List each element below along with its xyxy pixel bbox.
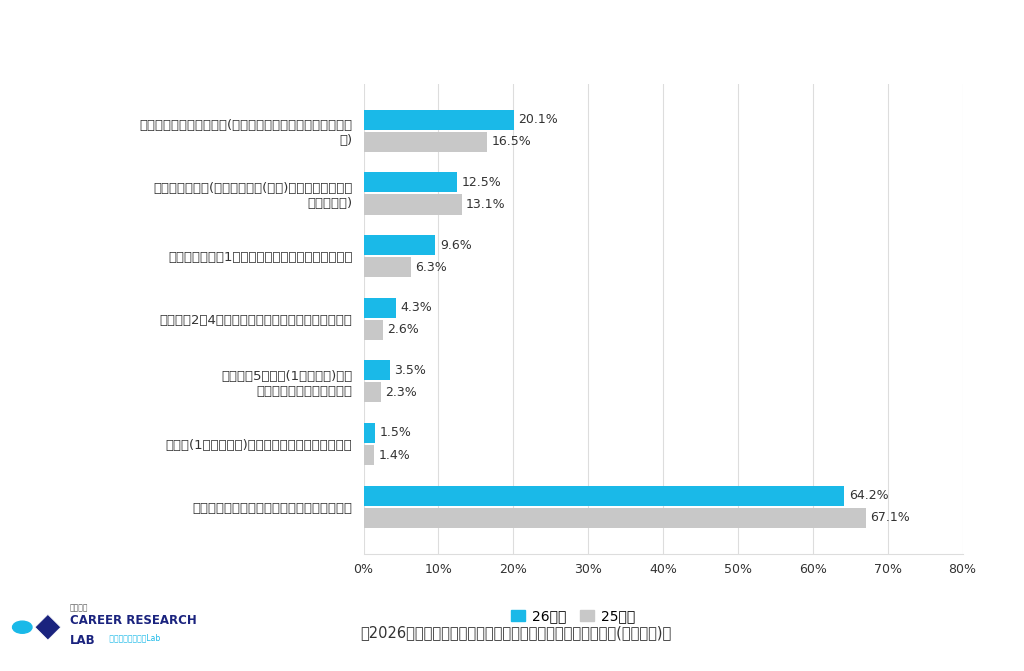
Text: 低学年のときに参加したことのあるキャリア形成プログラム(複数回答/n=1043): 低学年のときに参加したことのあるキャリア形成プログラム(複数回答/n=1043) [31, 18, 520, 37]
Text: マイナビ: マイナビ [70, 603, 88, 613]
Text: 6.3%: 6.3% [415, 260, 446, 274]
Text: 64.2%: 64.2% [849, 489, 889, 502]
Text: 9.6%: 9.6% [440, 239, 472, 252]
Text: 13.1%: 13.1% [466, 198, 506, 211]
Bar [364, 360, 390, 380]
Bar [364, 110, 514, 130]
Bar [364, 445, 374, 465]
Bar [364, 423, 375, 443]
Bar [364, 257, 411, 277]
Bar [364, 132, 487, 152]
Text: 16.5%: 16.5% [492, 136, 531, 148]
Text: 2.3%: 2.3% [385, 386, 417, 399]
Text: 20.1%: 20.1% [518, 113, 558, 126]
Legend: 26年卒, 25年卒: 26年卒, 25年卒 [506, 604, 641, 629]
Text: CAREER RESEARCH: CAREER RESEARCH [70, 615, 197, 627]
Polygon shape [35, 615, 60, 640]
Text: キャリアリサーチLab: キャリアリサーチLab [106, 633, 160, 643]
Text: 1.5%: 1.5% [379, 427, 411, 440]
Bar [364, 319, 383, 340]
Text: 67.1%: 67.1% [870, 511, 910, 524]
Bar [364, 298, 395, 318]
Bar [364, 507, 866, 527]
Circle shape [12, 621, 32, 633]
Text: 2.6%: 2.6% [387, 323, 419, 336]
Text: 4.3%: 4.3% [400, 301, 432, 314]
Text: 「2026年卒大学生インターンシップ・就職活動準備実態調査(中間報告)」: 「2026年卒大学生インターンシップ・就職活動準備実態調査(中間報告)」 [360, 625, 672, 640]
Text: LAB: LAB [70, 633, 95, 647]
Text: 12.5%: 12.5% [462, 176, 502, 189]
Text: 3.5%: 3.5% [394, 364, 426, 377]
Bar [364, 382, 381, 403]
Bar [364, 195, 462, 215]
Text: 1.4%: 1.4% [379, 448, 411, 462]
Bar [364, 486, 844, 506]
Bar [364, 172, 457, 193]
Bar [364, 235, 435, 255]
